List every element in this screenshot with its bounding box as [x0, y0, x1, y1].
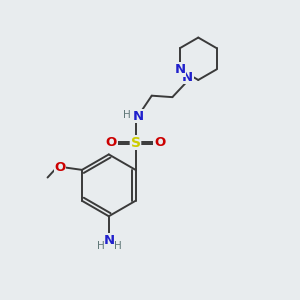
Text: S: S [130, 136, 141, 150]
Text: N: N [182, 70, 193, 84]
Text: H: H [123, 110, 130, 119]
Text: O: O [54, 161, 65, 174]
Text: H: H [97, 241, 104, 251]
Text: N: N [104, 234, 115, 247]
Text: O: O [106, 136, 117, 149]
Text: O: O [154, 136, 165, 149]
Text: H: H [114, 241, 122, 251]
Text: N: N [133, 110, 144, 123]
Text: N: N [174, 63, 185, 76]
